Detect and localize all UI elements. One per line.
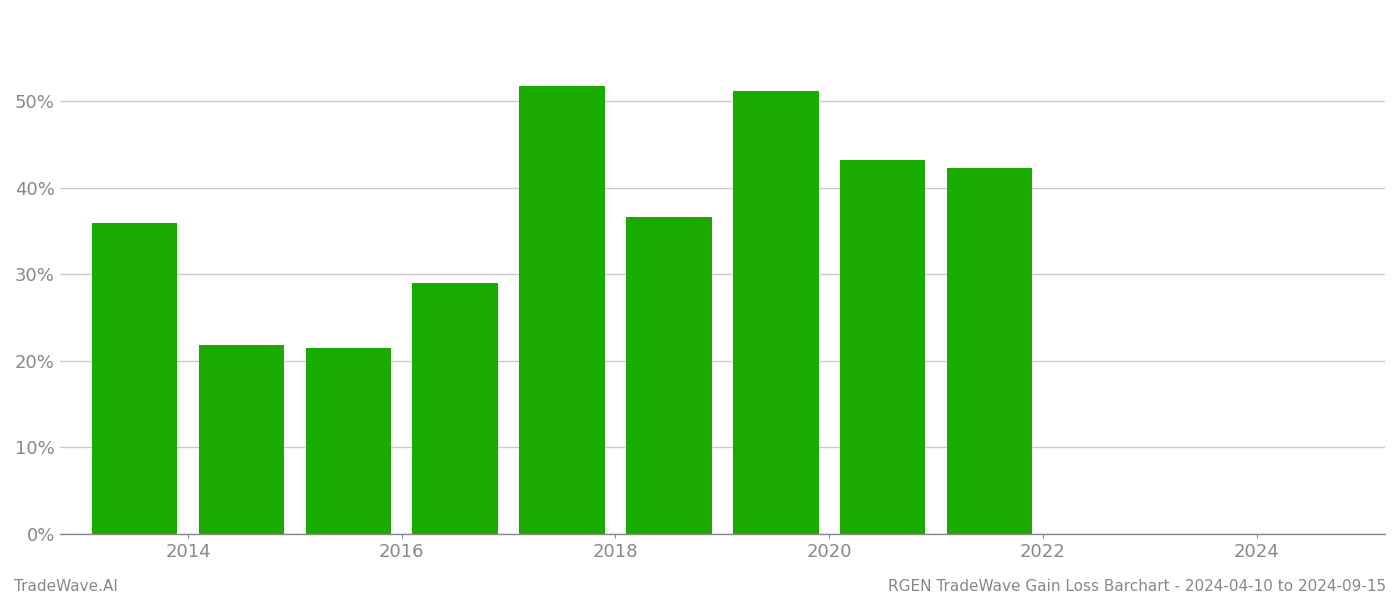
Bar: [199, 346, 284, 534]
Text: TradeWave.AI: TradeWave.AI: [14, 579, 118, 594]
Bar: [840, 160, 925, 534]
Bar: [734, 91, 819, 534]
Bar: [92, 223, 178, 534]
Bar: [946, 168, 1032, 534]
Bar: [626, 217, 711, 534]
Text: RGEN TradeWave Gain Loss Barchart - 2024-04-10 to 2024-09-15: RGEN TradeWave Gain Loss Barchart - 2024…: [888, 579, 1386, 594]
Bar: [305, 348, 391, 534]
Bar: [519, 86, 605, 534]
Bar: [413, 283, 498, 534]
